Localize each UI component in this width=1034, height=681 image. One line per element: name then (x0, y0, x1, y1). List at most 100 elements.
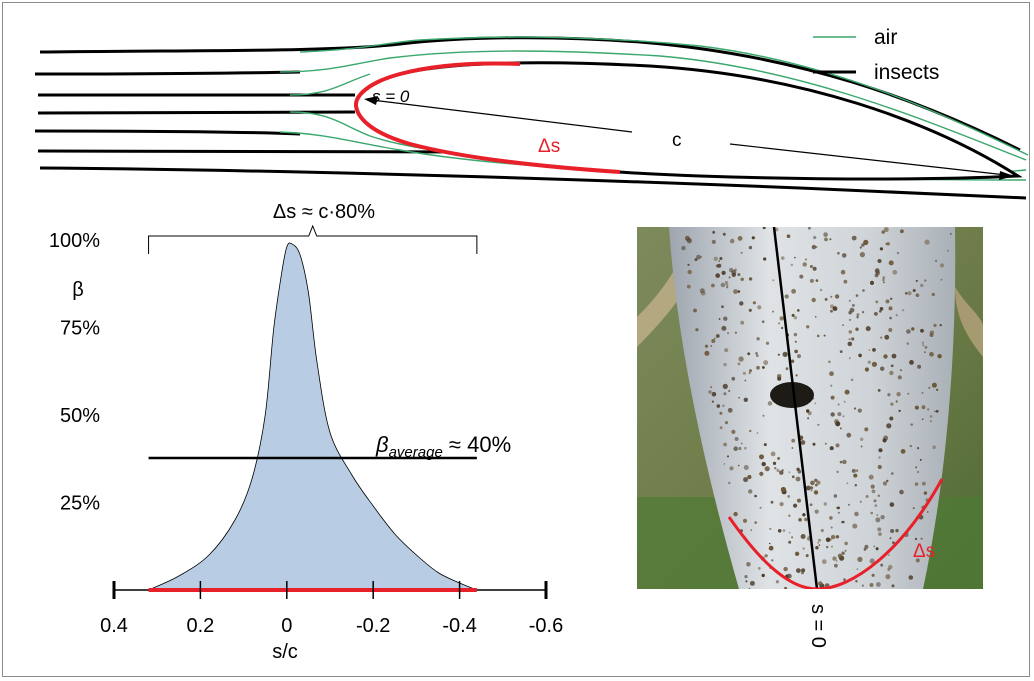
insect-speck (855, 294, 859, 297)
insect-speck (805, 554, 809, 558)
insect-speck (752, 301, 756, 305)
insect-speck (923, 491, 928, 495)
insect-speck (802, 513, 806, 517)
insect-speck (909, 360, 914, 365)
insect-speck (880, 515, 885, 520)
insect-speck (829, 238, 832, 241)
insect-speck (839, 427, 842, 430)
insect-speck (809, 503, 813, 507)
insect-speck (848, 318, 852, 321)
insect-speck (781, 256, 785, 260)
insect-speck (863, 239, 869, 245)
insect-speck (722, 383, 728, 389)
insect-streamline-5 (34, 129, 301, 136)
insect-speck (906, 329, 911, 334)
insect-speck (721, 325, 727, 331)
insect-speck (907, 392, 910, 395)
insect-speck (797, 469, 802, 474)
insect-speck (835, 535, 840, 539)
insect-speck (797, 498, 801, 503)
insect-speck (888, 554, 890, 556)
insect-speck (843, 578, 846, 581)
insect-speck (791, 536, 794, 539)
insect-speck (939, 263, 945, 268)
insect-speck (774, 467, 777, 470)
insect-speck (896, 392, 901, 397)
insect-speck (947, 250, 949, 252)
insect-speck (841, 521, 843, 524)
insect-speck (751, 236, 755, 240)
insect-speck (864, 544, 869, 549)
insect-speck (891, 584, 895, 588)
insect-speck (743, 397, 748, 402)
insect-speck (711, 283, 715, 288)
insect-speck (740, 320, 745, 325)
insect-speck (856, 568, 859, 570)
blade-surface (669, 227, 956, 589)
insect-speck (807, 227, 811, 230)
beta-average-value: ≈ 40% (443, 432, 511, 457)
insect-speck (710, 386, 713, 388)
insect-speck (770, 451, 776, 457)
insect-speck (809, 265, 813, 268)
insect-speck (772, 310, 774, 313)
insect-speck (797, 309, 800, 312)
insect-speck (738, 356, 744, 362)
insect-speck (842, 459, 847, 465)
insect-speck (769, 527, 772, 530)
insect-speck (796, 568, 801, 573)
insect-speck (874, 312, 878, 316)
insect-speck (937, 354, 942, 359)
insect-speck (700, 290, 706, 296)
insect-speck (737, 362, 741, 366)
insect-speck (834, 294, 840, 299)
chord-arrowhead-right (999, 171, 1014, 180)
air-streamline-3 (289, 73, 371, 96)
insect-speck (716, 404, 721, 408)
insect-speck (823, 232, 828, 237)
insect-speck (835, 421, 841, 427)
insect-speck (830, 412, 835, 417)
insect-speck (749, 429, 752, 433)
insect-speck (879, 310, 882, 313)
insect-speck (819, 288, 823, 292)
insect-speck (850, 378, 854, 382)
insect-speck (837, 403, 840, 406)
insect-speck (854, 511, 859, 517)
insect-speck (756, 432, 759, 434)
insect-speck (949, 233, 952, 235)
insect-speck (876, 582, 881, 587)
insect-speck (927, 408, 930, 411)
insect-speck (889, 416, 894, 421)
insect-speck (812, 266, 817, 271)
insect-speck (914, 405, 919, 410)
insect-speck (768, 542, 771, 545)
insect-speck (776, 468, 780, 473)
legend-insects-label: insects (874, 61, 939, 84)
insect-speck (788, 540, 792, 544)
delta-s-brace (148, 224, 478, 254)
insect-speck (788, 471, 791, 474)
insect-speck (824, 298, 828, 301)
insect-speck (882, 481, 888, 486)
insect-speck (868, 474, 874, 480)
insect-speck (847, 503, 850, 506)
insect-speck (719, 257, 723, 260)
insect-speck (723, 442, 727, 447)
insect-speck (917, 364, 922, 369)
insect-speck (855, 580, 858, 583)
insect-speck (713, 337, 716, 340)
insect-speck (834, 563, 838, 568)
insect-speck (830, 309, 833, 313)
insect-speck (830, 526, 833, 529)
insect-speck (788, 514, 791, 517)
insect-speck (744, 379, 747, 382)
insect-speck (837, 511, 840, 514)
insect-speck (731, 269, 737, 275)
insect-speck (733, 446, 738, 451)
insect-speck (777, 353, 780, 356)
insect-speck (828, 360, 831, 364)
photo-terrain-path-right (955, 287, 983, 357)
insect-speck (911, 327, 915, 331)
y-tick-label: 25% (60, 493, 100, 515)
